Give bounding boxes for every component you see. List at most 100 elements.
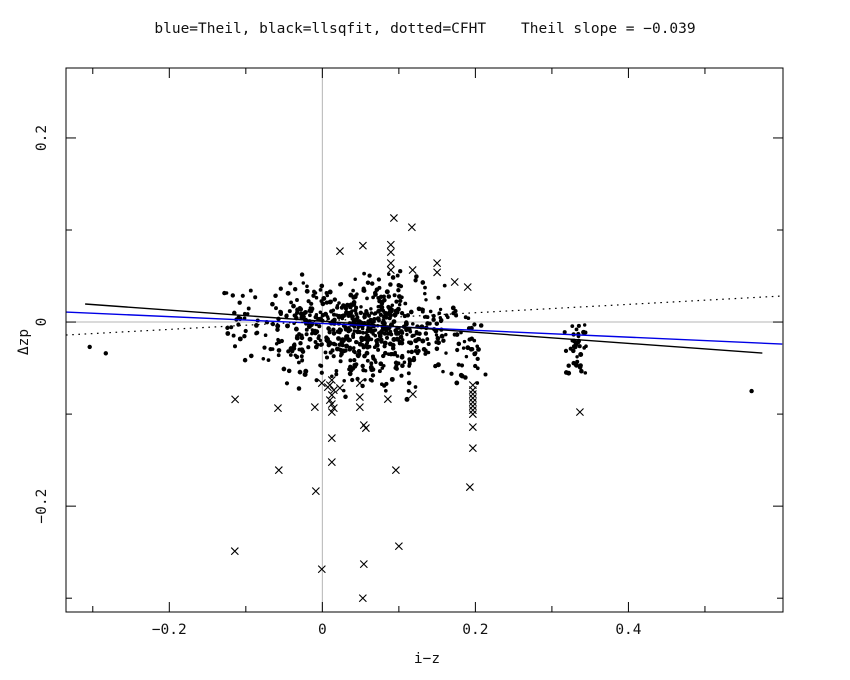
scatter-point — [331, 331, 337, 336]
scatter-point — [435, 336, 441, 341]
scatter-point — [87, 344, 92, 350]
scatter-point — [365, 296, 369, 301]
cross-marker — [327, 391, 336, 400]
scatter-point — [373, 311, 378, 316]
scatter-point — [423, 291, 427, 296]
plot-title: blue=Theil, black=llsqfit, dotted=CFHT T… — [154, 21, 696, 37]
crosshair-layer — [66, 68, 783, 612]
cross-marker — [327, 458, 336, 467]
scatter-point — [262, 345, 267, 350]
cross-marker — [408, 390, 417, 399]
scatter-point — [305, 284, 309, 289]
scatter-point — [323, 350, 328, 355]
scatter-point — [343, 394, 348, 400]
scatter-point — [287, 309, 292, 314]
scatter-point — [563, 348, 569, 354]
scatter-point — [348, 358, 353, 363]
scatter-point — [406, 380, 412, 386]
scatter-point — [478, 323, 484, 328]
y-tick-label: −0.2 — [34, 489, 50, 524]
scatter-point — [456, 362, 461, 367]
scatter-point — [364, 331, 368, 335]
cross-marker — [468, 423, 477, 432]
scatter-point — [454, 380, 460, 386]
scatter-point — [402, 360, 407, 365]
scatter-point — [303, 368, 309, 374]
scatter-point — [422, 315, 427, 319]
cross-marker — [230, 547, 239, 556]
scatter-point — [441, 369, 445, 374]
scatter-point — [293, 353, 298, 358]
scatter-point — [380, 299, 385, 305]
scatter-point — [423, 351, 428, 356]
scatter-point — [390, 275, 396, 280]
scatter-point — [389, 376, 395, 382]
scatter-point — [387, 305, 392, 311]
scatter-point — [342, 379, 346, 383]
scatter-point — [296, 360, 301, 365]
scatter-point — [270, 321, 276, 327]
scatter-point — [261, 357, 266, 361]
scatter-point — [295, 310, 300, 315]
scatter-point — [395, 310, 400, 315]
scatter-point — [350, 309, 354, 313]
scatter-point — [575, 355, 579, 359]
scatter-point — [428, 309, 433, 314]
cross-marker — [231, 395, 240, 404]
scatter-point — [426, 350, 431, 355]
scatter-point — [363, 378, 367, 382]
scatter-point — [566, 363, 571, 368]
scatter-point — [434, 321, 440, 326]
scatter-point — [436, 340, 441, 346]
scatter-point — [288, 281, 293, 286]
scatter-point — [414, 274, 419, 279]
scatter-point — [459, 363, 465, 368]
cross-marker — [335, 384, 344, 393]
scatter-point — [413, 385, 418, 389]
scatter-point — [438, 318, 444, 324]
scatter-point — [362, 314, 367, 320]
cross-marker — [274, 466, 283, 475]
cross-marker — [386, 259, 395, 268]
scatter-point — [289, 348, 295, 354]
cross-marker — [355, 393, 364, 402]
x-tick-label: −0.2 — [152, 622, 187, 638]
scatter-point — [396, 282, 402, 288]
scatter-point — [388, 329, 393, 334]
scatter-point — [314, 378, 319, 383]
scatter-point — [437, 311, 442, 316]
scatter-point — [293, 326, 299, 332]
scatter-point — [424, 298, 428, 302]
cross-marker — [468, 410, 477, 419]
scatter-point — [309, 301, 314, 306]
scatter-point — [306, 324, 312, 329]
scatter-point — [562, 330, 567, 335]
cross-marker — [355, 403, 364, 412]
scatter-point — [243, 328, 248, 334]
cross-marker — [358, 241, 367, 250]
scatter-point — [291, 303, 296, 309]
scatter-point — [307, 336, 313, 342]
scatter-point — [374, 360, 378, 365]
scatter-point — [409, 349, 414, 355]
cross-marker — [383, 395, 392, 404]
scatter-point — [364, 311, 370, 316]
scatter-point — [298, 341, 303, 346]
scatter-point — [279, 338, 284, 344]
scatter-point — [376, 347, 381, 352]
scatter-point — [573, 362, 579, 368]
scatter-point — [284, 381, 290, 386]
cross-marker — [361, 424, 370, 433]
scatter-point — [395, 273, 400, 278]
scatter-point — [300, 358, 305, 362]
scatter-point — [578, 352, 584, 357]
scatter-point — [376, 308, 381, 314]
scatter-point — [288, 353, 293, 357]
scatter-point — [373, 328, 378, 332]
cross-marker — [433, 259, 442, 268]
scatter-point — [319, 370, 324, 375]
scatter-point — [344, 336, 349, 341]
scatter-point — [281, 366, 287, 372]
scatter-point — [410, 334, 414, 338]
scatter-point — [369, 307, 373, 311]
